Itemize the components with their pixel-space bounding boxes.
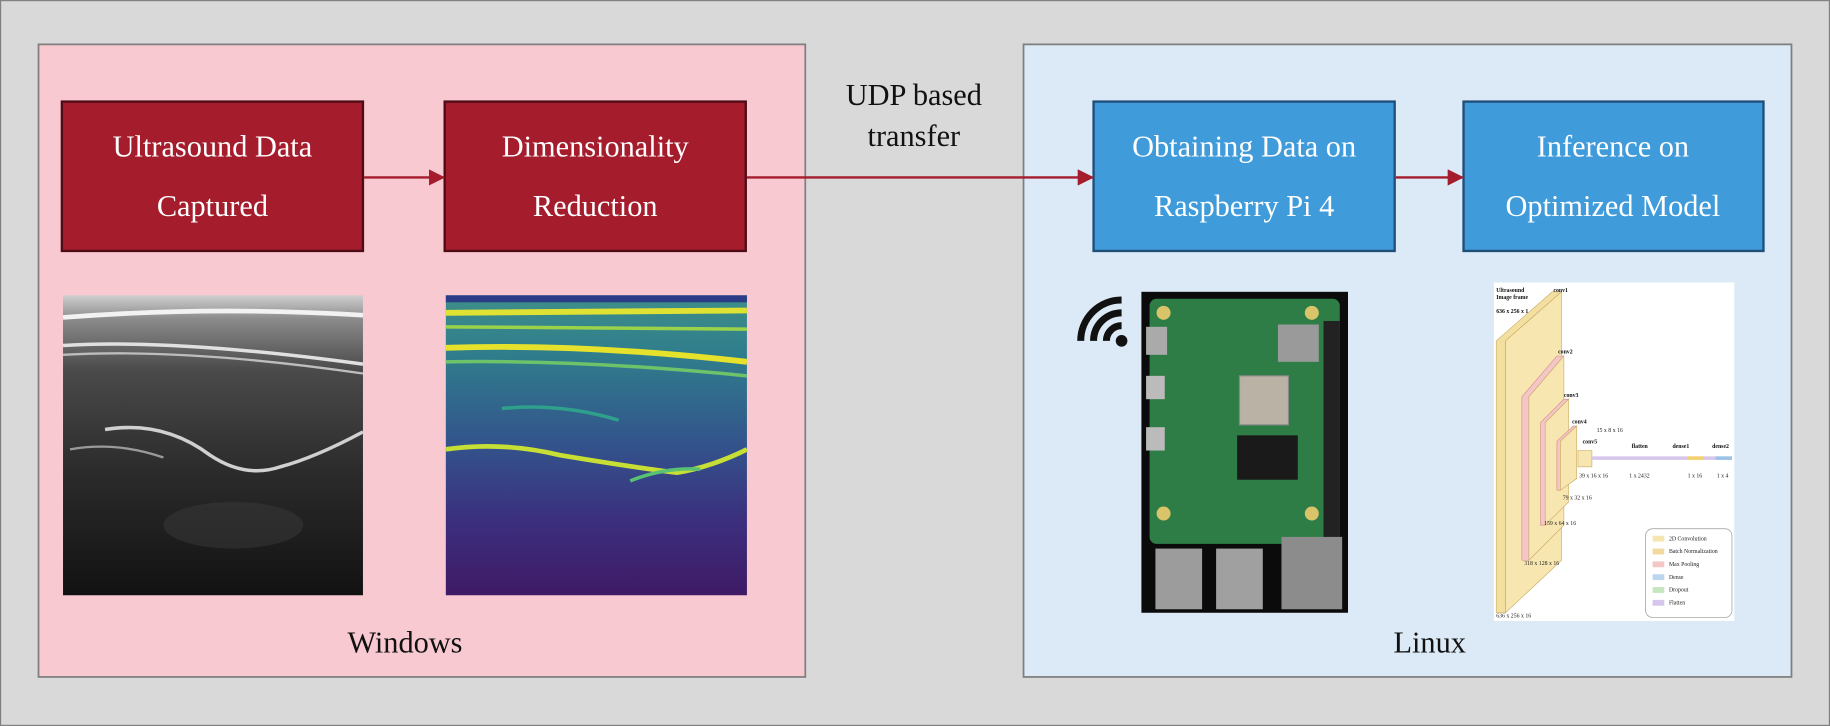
transfer-label: transfer — [868, 119, 961, 153]
cnn-text: 1 x 4 — [1717, 473, 1729, 479]
cnn-text: 1 x 16 — [1688, 473, 1703, 479]
box-label: Reduction — [533, 189, 658, 223]
cnn-text: flatten — [1632, 444, 1649, 450]
cnn-text: 318 x 128 x 16 — [1524, 561, 1559, 567]
box-label: Inference on — [1537, 129, 1689, 163]
cnn-text: conv1 — [1553, 288, 1568, 294]
process-box — [1092, 100, 1396, 253]
process-box — [443, 100, 747, 253]
cnn-text: dense1 — [1672, 444, 1689, 450]
cnn-text: 636 x 256 x 1 — [1496, 309, 1528, 315]
panel-label: Linux — [1393, 625, 1465, 659]
legend-text: Dense — [1669, 575, 1684, 581]
box-label: Captured — [157, 189, 268, 223]
cnn-text: 636 x 256 x 16 — [1496, 613, 1531, 619]
legend-text: Batch Normalization — [1669, 549, 1718, 555]
cnn-text: conv5 — [1583, 440, 1598, 446]
heatmap-image — [445, 295, 748, 596]
cnn-text: 39 x 16 x 16 — [1579, 473, 1608, 479]
cnn-text: conv2 — [1558, 350, 1573, 356]
legend-text: Flatten — [1669, 601, 1685, 607]
raspberry-pi-image — [1141, 291, 1348, 613]
cnn-text: dense2 — [1712, 444, 1729, 450]
wifi-icon — [1077, 296, 1128, 347]
transfer-label: UDP based — [846, 78, 982, 112]
cnn-text: 159 x 64 x 16 — [1544, 521, 1576, 527]
cnn-text: 15 x 8 x 16 — [1597, 428, 1623, 434]
process-box — [60, 100, 365, 253]
legend-text: 2D Convolution — [1669, 536, 1707, 542]
box-label: Dimensionality — [502, 129, 690, 163]
box-label: Raspberry Pi 4 — [1154, 189, 1334, 223]
box-label: Obtaining Data on — [1132, 129, 1356, 163]
cnn-text: Image frame — [1496, 295, 1528, 301]
cnn-text: 1 x 2432 — [1629, 473, 1649, 479]
panel-label: Windows — [347, 625, 462, 659]
cnn-text: conv4 — [1572, 420, 1587, 426]
box-label: Optimized Model — [1506, 189, 1721, 223]
cnn-text: conv3 — [1564, 393, 1579, 399]
ultrasound-image — [62, 295, 364, 596]
cnn-text: Ultrasound — [1496, 288, 1525, 294]
cnn-text: 79 x 32 x 16 — [1563, 496, 1592, 502]
cnn-figure: Ultrasound Image frame 636 x 256 x 1 con… — [1493, 282, 1735, 621]
legend-text: Max Pooling — [1669, 562, 1699, 568]
process-box — [1462, 100, 1765, 253]
legend-text: Dropout — [1669, 588, 1689, 594]
box-label: Ultrasound Data — [113, 129, 313, 163]
